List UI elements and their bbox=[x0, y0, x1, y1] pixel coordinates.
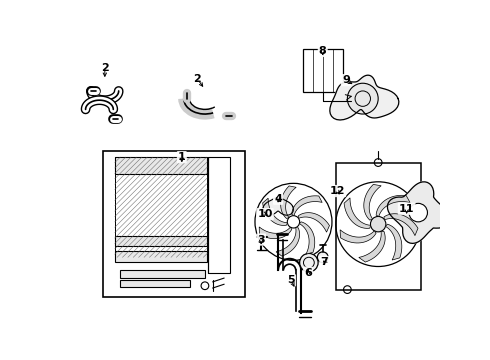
Bar bbox=[120, 280, 190, 287]
Polygon shape bbox=[340, 230, 376, 243]
Polygon shape bbox=[263, 198, 287, 225]
Text: 12: 12 bbox=[330, 186, 345, 196]
Text: 7: 7 bbox=[320, 257, 328, 267]
Polygon shape bbox=[376, 195, 410, 216]
Text: 3: 3 bbox=[257, 235, 265, 244]
Polygon shape bbox=[281, 186, 296, 219]
Polygon shape bbox=[384, 214, 418, 235]
Bar bbox=[120, 270, 205, 278]
Polygon shape bbox=[298, 213, 329, 232]
Polygon shape bbox=[292, 196, 322, 216]
Polygon shape bbox=[359, 231, 385, 262]
Polygon shape bbox=[276, 228, 299, 256]
Polygon shape bbox=[364, 184, 381, 220]
Text: 6: 6 bbox=[304, 267, 312, 278]
Bar bbox=[303, 49, 343, 92]
Bar bbox=[102, 151, 245, 297]
Text: 11: 11 bbox=[399, 204, 415, 214]
Bar bbox=[115, 157, 207, 257]
Circle shape bbox=[409, 203, 427, 222]
Circle shape bbox=[370, 216, 386, 232]
Text: 8: 8 bbox=[319, 46, 327, 56]
Bar bbox=[115, 236, 207, 247]
Bar bbox=[115, 157, 207, 174]
Bar bbox=[336, 163, 420, 289]
Polygon shape bbox=[386, 224, 402, 260]
Text: 2: 2 bbox=[101, 63, 109, 73]
Circle shape bbox=[300, 253, 318, 272]
Text: 5: 5 bbox=[287, 275, 295, 285]
Text: 10: 10 bbox=[257, 209, 272, 219]
Text: 9: 9 bbox=[342, 75, 350, 85]
Bar bbox=[115, 251, 207, 262]
Polygon shape bbox=[259, 227, 292, 239]
Circle shape bbox=[318, 252, 328, 263]
Polygon shape bbox=[330, 75, 399, 120]
Polygon shape bbox=[344, 198, 370, 228]
Text: 1: 1 bbox=[178, 152, 186, 162]
Polygon shape bbox=[263, 197, 294, 215]
Text: 2: 2 bbox=[194, 73, 201, 84]
Polygon shape bbox=[299, 222, 315, 254]
Bar bbox=[208, 157, 229, 273]
Text: 4: 4 bbox=[274, 194, 282, 204]
Circle shape bbox=[347, 83, 378, 114]
Polygon shape bbox=[388, 182, 449, 243]
